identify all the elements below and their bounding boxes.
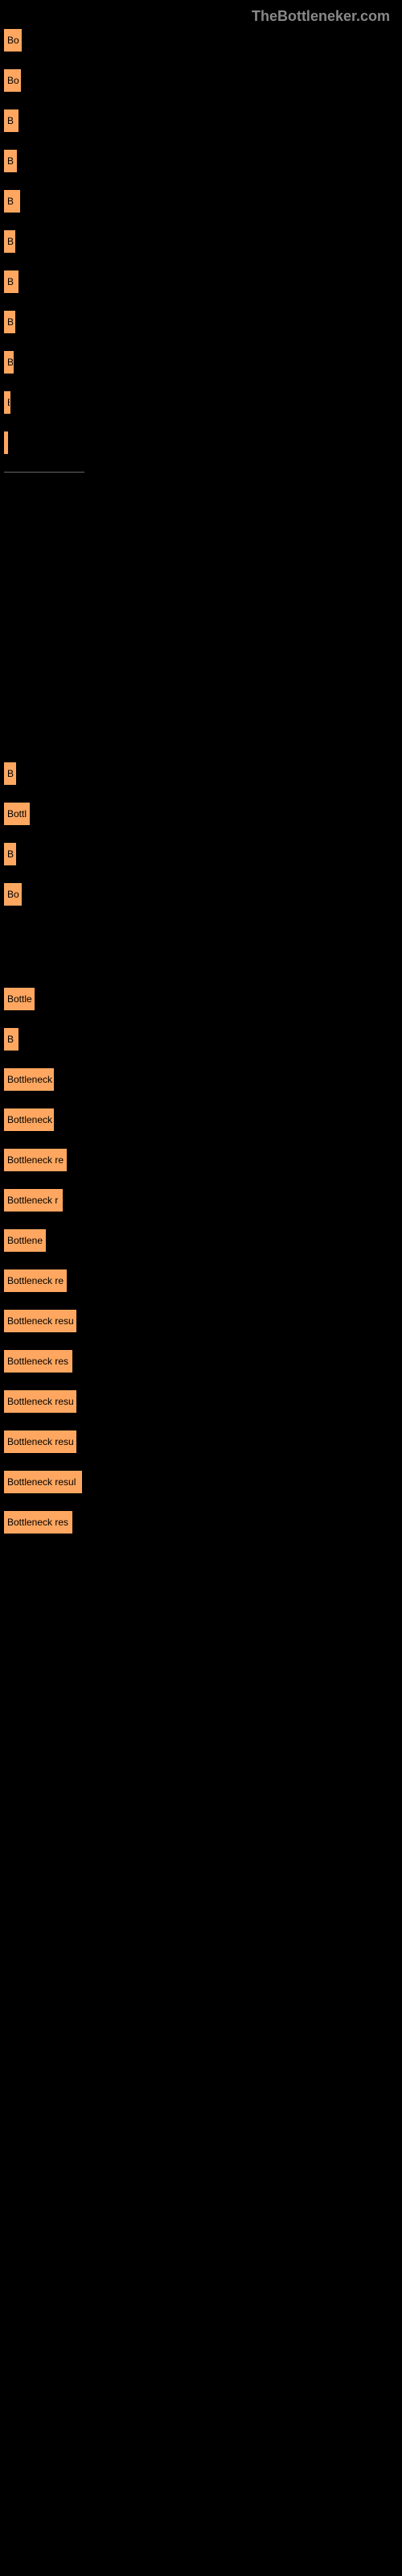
bar-row: Bo bbox=[4, 883, 398, 906]
bar-label: Bottleneck resu bbox=[7, 1436, 74, 1447]
spacer bbox=[4, 481, 398, 762]
bar-label: B bbox=[7, 768, 14, 779]
bar-row: B bbox=[4, 351, 398, 374]
bar-row: Bottleneck re bbox=[4, 1149, 398, 1171]
bar-label: Bottlene bbox=[7, 1235, 43, 1246]
bar-row: Bottleneck re bbox=[4, 1269, 398, 1292]
bar: B bbox=[4, 270, 18, 293]
bar-row: B bbox=[4, 109, 398, 132]
bar: Bottl bbox=[4, 803, 30, 825]
bar-label: Bottleneck re bbox=[7, 1154, 64, 1166]
bar: B bbox=[4, 351, 14, 374]
chart-section-3: Bottle B Bottleneck Bottleneck Bottlenec… bbox=[4, 988, 398, 1534]
bar: B bbox=[4, 109, 18, 132]
bar-row: Bottle bbox=[4, 988, 398, 1010]
bar-row: B bbox=[4, 311, 398, 333]
bar-row: Bottleneck r bbox=[4, 1189, 398, 1212]
bar-label: B bbox=[7, 236, 14, 247]
bar: Bo bbox=[4, 69, 21, 92]
bar: B bbox=[4, 391, 10, 414]
bar-label: Bottleneck resul bbox=[7, 1476, 76, 1488]
bar-label: Bottl bbox=[7, 808, 27, 819]
bar-label: Bo bbox=[7, 35, 19, 46]
bar-row: B bbox=[4, 270, 398, 293]
bar-label: B bbox=[7, 357, 14, 368]
chart-section-1: Bo Bo B B B B B B B B bbox=[4, 29, 398, 454]
bar: B bbox=[4, 230, 15, 253]
bar: Bottleneck bbox=[4, 1068, 54, 1091]
bar: B bbox=[4, 843, 16, 865]
bar-label: B bbox=[7, 316, 14, 328]
bar: B bbox=[4, 190, 20, 213]
bar: Bottleneck resu bbox=[4, 1430, 76, 1453]
bar bbox=[4, 431, 8, 454]
bar-label: B bbox=[7, 155, 14, 167]
bar: Bottleneck res bbox=[4, 1350, 72, 1373]
bar: Bottleneck resu bbox=[4, 1390, 76, 1413]
bar: Bo bbox=[4, 883, 22, 906]
bar-row: Bottleneck resu bbox=[4, 1390, 398, 1413]
bar-label: Bo bbox=[7, 75, 19, 86]
bar-row: Bottleneck resul bbox=[4, 1471, 398, 1493]
spacer bbox=[4, 923, 398, 988]
bar-row: B bbox=[4, 762, 398, 785]
bar-label: B bbox=[7, 196, 14, 207]
bar-row: B bbox=[4, 190, 398, 213]
bar-row: Bottleneck bbox=[4, 1108, 398, 1131]
bar-label: B bbox=[7, 848, 14, 860]
chart-section-2: B Bottl B Bo bbox=[4, 762, 398, 906]
header: TheBottleneker.com bbox=[4, 4, 398, 29]
brand-text: TheBottleneker.com bbox=[252, 8, 390, 24]
bar-row: Bottleneck resu bbox=[4, 1310, 398, 1332]
bar-row: Bottl bbox=[4, 803, 398, 825]
bar-row: B bbox=[4, 391, 398, 414]
bar-row: B bbox=[4, 1028, 398, 1051]
bar-row: Bottleneck resu bbox=[4, 1430, 398, 1453]
bar-row: Bo bbox=[4, 29, 398, 52]
bar: Bottleneck res bbox=[4, 1511, 72, 1534]
bar-label: Bottleneck resu bbox=[7, 1315, 74, 1327]
bar-label: Bottleneck bbox=[7, 1074, 52, 1085]
bar: Bottleneck r bbox=[4, 1189, 63, 1212]
bar-label: B bbox=[7, 115, 14, 126]
bar-label: B bbox=[7, 276, 14, 287]
bar-row: Bottlene bbox=[4, 1229, 398, 1252]
bar: B bbox=[4, 762, 16, 785]
bar: Bottleneck bbox=[4, 1108, 54, 1131]
axis-line bbox=[4, 472, 84, 473]
bar-label: Bottleneck resu bbox=[7, 1396, 74, 1407]
bar-row: Bottleneck bbox=[4, 1068, 398, 1091]
bar: B bbox=[4, 150, 17, 172]
bar-label: Bottle bbox=[7, 993, 32, 1005]
bar-label: Bo bbox=[7, 889, 19, 900]
bar-label: Bottleneck res bbox=[7, 1356, 68, 1367]
bar-row: Bottleneck res bbox=[4, 1511, 398, 1534]
bar: Bottleneck resul bbox=[4, 1471, 82, 1493]
bar-label: Bottleneck bbox=[7, 1114, 52, 1125]
bar: Bo bbox=[4, 29, 22, 52]
bar: B bbox=[4, 1028, 18, 1051]
bar-row bbox=[4, 431, 398, 454]
bar-row: Bottleneck res bbox=[4, 1350, 398, 1373]
bar-row: Bo bbox=[4, 69, 398, 92]
bar-row: B bbox=[4, 843, 398, 865]
bar: Bottleneck re bbox=[4, 1269, 67, 1292]
bar: B bbox=[4, 311, 15, 333]
bar: Bottle bbox=[4, 988, 35, 1010]
bar-label: B bbox=[7, 1034, 14, 1045]
bar-label: B bbox=[7, 397, 10, 408]
bar: Bottlene bbox=[4, 1229, 46, 1252]
bar-label: Bottleneck r bbox=[7, 1195, 58, 1206]
bar-label: Bottleneck res bbox=[7, 1517, 68, 1528]
bar: Bottleneck resu bbox=[4, 1310, 76, 1332]
bar-label: Bottleneck re bbox=[7, 1275, 64, 1286]
bar: Bottleneck re bbox=[4, 1149, 67, 1171]
bar-row: B bbox=[4, 150, 398, 172]
bar-row: B bbox=[4, 230, 398, 253]
